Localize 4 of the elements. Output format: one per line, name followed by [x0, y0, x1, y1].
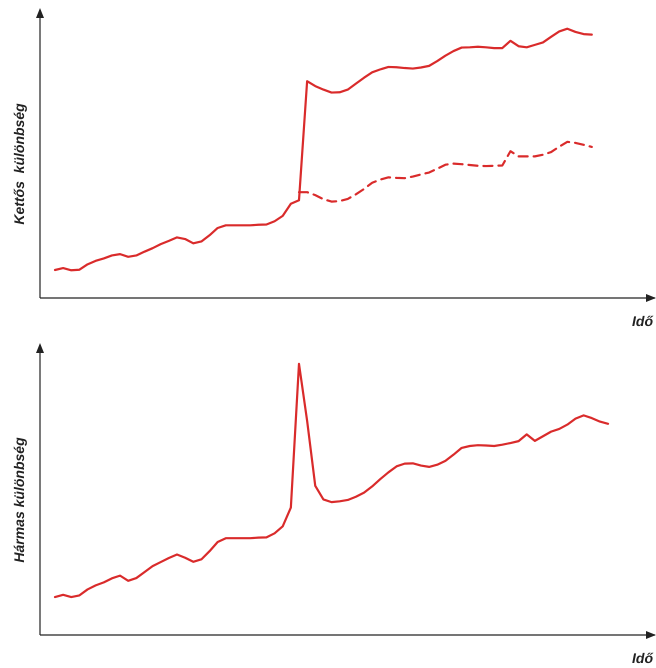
x-axis-title: Idő	[632, 313, 654, 329]
y-axis-title: Hármas különbség	[11, 436, 27, 563]
x-axis-title: Idő	[632, 650, 654, 666]
y-axis-title: Kettős különbség	[11, 102, 27, 225]
